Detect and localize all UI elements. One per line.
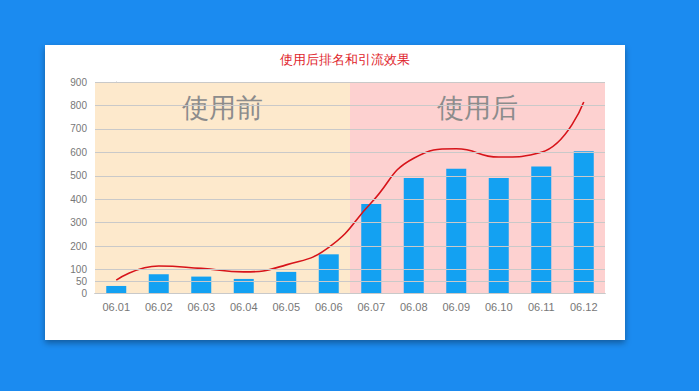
svg-text:06.11: 06.11 xyxy=(528,301,555,313)
svg-text:06.04: 06.04 xyxy=(230,301,258,313)
svg-text:06.06: 06.06 xyxy=(315,301,343,313)
svg-text:06.02: 06.02 xyxy=(145,301,173,313)
svg-text:06.12: 06.12 xyxy=(570,301,598,313)
svg-text:使用后排名和引流效果: 使用后排名和引流效果 xyxy=(280,52,410,67)
svg-text:50: 50 xyxy=(76,276,88,287)
svg-text:900: 900 xyxy=(70,77,87,88)
svg-text:700: 700 xyxy=(70,123,87,134)
svg-text:500: 500 xyxy=(70,170,87,181)
svg-text:0: 0 xyxy=(81,288,87,299)
svg-text:06.01: 06.01 xyxy=(102,301,130,313)
svg-text:06.05: 06.05 xyxy=(272,301,300,313)
svg-text:200: 200 xyxy=(70,241,87,252)
svg-text:06.08: 06.08 xyxy=(400,301,428,313)
svg-text:使用前: 使用前 xyxy=(182,93,263,123)
svg-text:06.10: 06.10 xyxy=(485,301,513,313)
svg-text:使用后: 使用后 xyxy=(437,93,518,123)
svg-text:600: 600 xyxy=(70,147,87,158)
svg-text:400: 400 xyxy=(70,194,87,205)
svg-text:06.09: 06.09 xyxy=(442,301,470,313)
svg-text:06.03: 06.03 xyxy=(187,301,215,313)
svg-text:100: 100 xyxy=(70,264,87,275)
svg-text:06.07: 06.07 xyxy=(357,301,385,313)
svg-text:300: 300 xyxy=(70,217,87,228)
svg-text:800: 800 xyxy=(70,100,87,111)
